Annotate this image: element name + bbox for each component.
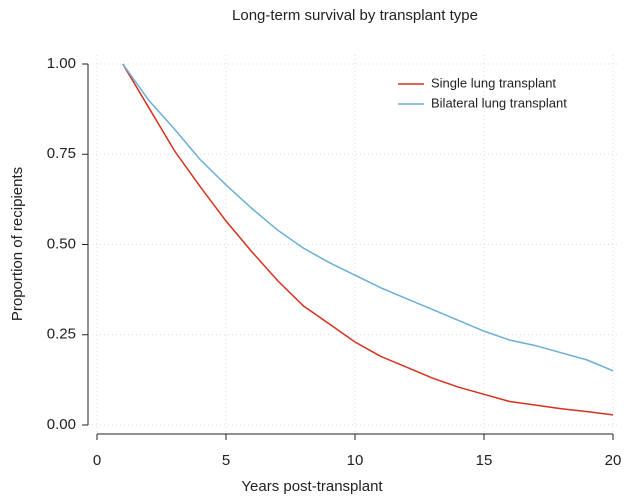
chart-title: Long-term survival by transplant type <box>232 7 478 24</box>
y-tick-label: 0.50 <box>47 235 76 252</box>
y-tick-label: 1.00 <box>47 55 76 72</box>
x-axis-label: Years post-transplant <box>241 478 383 495</box>
x-tick-label: 0 <box>93 452 101 469</box>
y-tick-label: 0.25 <box>47 326 76 343</box>
x-tick-label: 5 <box>222 452 230 469</box>
legend-label: Single lung transplant <box>431 75 556 90</box>
y-tick-label: 0.00 <box>47 416 76 433</box>
x-tick-label: 15 <box>476 452 493 469</box>
y-axis-label: Proportion of recipients <box>9 167 26 321</box>
series-line <box>122 63 614 416</box>
x-tick-label: 10 <box>347 452 364 469</box>
y-tick-label: 0.75 <box>47 145 76 162</box>
legend-label: Bilateral lung transplant <box>431 95 567 110</box>
series-line <box>122 63 614 372</box>
x-tick-label: 20 <box>605 452 622 469</box>
